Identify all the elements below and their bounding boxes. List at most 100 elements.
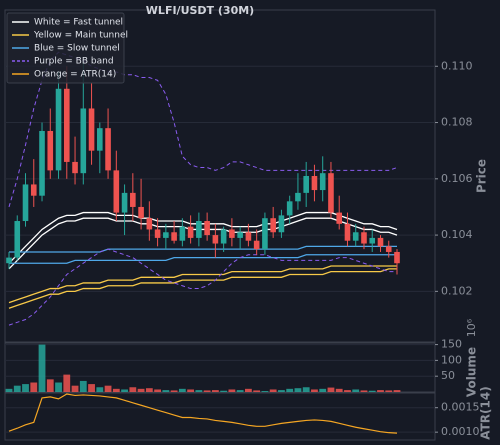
candle-body: [245, 232, 252, 241]
volume-bar: [203, 390, 211, 392]
legend-label: Yellow = Main tunnel: [33, 31, 128, 41]
candle-body: [303, 176, 309, 193]
volume-bar: [245, 388, 252, 392]
volume-bar: [187, 389, 195, 392]
indicator-line: [8, 217, 398, 270]
candle-body: [130, 192, 136, 207]
volume-bar: [253, 390, 261, 392]
volume-bar: [129, 387, 137, 392]
candle-body: [270, 218, 276, 233]
candle-body: [336, 212, 343, 224]
indicator-line: [8, 268, 397, 309]
volume-bar: [385, 390, 393, 392]
candle-body: [146, 218, 153, 230]
candle-body: [47, 130, 54, 171]
volume-bar: [344, 390, 351, 392]
candle-body: [105, 128, 111, 171]
atr-line: [8, 393, 398, 434]
indicator-line: [8, 265, 397, 304]
candle-body: [352, 232, 359, 241]
volume-bar: [170, 390, 178, 392]
candle-body: [253, 240, 260, 250]
candle-body: [22, 184, 29, 222]
axes: 0.102 0.104 0.106 0.108 0.110 50 100 150 0.0010 0…: [435, 59, 493, 440]
y-tick-label: 0.108: [441, 116, 473, 129]
volume-bar: [63, 374, 71, 392]
y-tick-label: 0.102: [441, 284, 473, 297]
volume-bar: [368, 390, 376, 392]
candle-body: [286, 201, 293, 216]
volume-bar: [55, 382, 62, 392]
candle-body: [72, 161, 78, 174]
volume-bar: [38, 344, 46, 392]
candle-body: [377, 237, 384, 247]
candle-body: [14, 221, 21, 258]
candle-body: [394, 251, 400, 264]
candle-body: [55, 88, 62, 171]
candle-body: [319, 173, 326, 191]
offset-label: 10⁶: [465, 318, 478, 337]
panel-frame: [4, 342, 436, 393]
candle-body: [154, 229, 161, 238]
candle-body: [97, 128, 103, 151]
volume-bar: [352, 389, 360, 392]
indicator-line: [8, 211, 398, 264]
volume-bar: [286, 388, 294, 392]
volume-bar: [162, 390, 170, 392]
volume-bar: [220, 390, 228, 392]
y-tick-label: 0.110: [441, 59, 473, 72]
candle-body: [278, 215, 285, 233]
volume-bar: [178, 388, 186, 392]
panel-frame: [4, 9, 436, 343]
volume-bar: [319, 388, 327, 392]
indicator-line: [9, 245, 397, 253]
candle-body: [237, 232, 243, 238]
volume-bar: [88, 384, 95, 392]
volume-bar: [302, 387, 310, 392]
y-axis-label: ATR(14): [479, 386, 493, 439]
volume-bar: [335, 388, 343, 392]
volume-bar: [30, 382, 38, 392]
y-tick-label: 0.0010: [441, 425, 480, 438]
candle-body: [262, 218, 268, 250]
y-tick-label: 100: [441, 353, 462, 366]
candle-body: [187, 226, 194, 238]
indicator-line: [9, 254, 397, 264]
volume-bar: [269, 389, 277, 392]
candle-body: [229, 229, 235, 238]
volume-bar: [154, 389, 161, 392]
plot: [5, 51, 401, 434]
legend-box: [6, 12, 125, 84]
candle-body: [113, 170, 120, 213]
y-tick-label: 50: [441, 369, 455, 382]
volume-bar: [278, 390, 285, 392]
volume-bar: [236, 390, 244, 392]
panel-frame: [4, 392, 436, 441]
chart-title: WLFI/USDT (30M): [146, 4, 254, 17]
legend-label: White = Fast tunnel: [34, 18, 123, 28]
legend-label: Purple = BB band: [34, 57, 114, 67]
volume-bar: [327, 387, 335, 392]
candle-body: [6, 257, 12, 264]
y-tick-label: 0.106: [441, 172, 473, 185]
candle-body: [344, 223, 351, 241]
candle-body: [121, 192, 128, 213]
y-tick-label: 0.0015: [441, 401, 480, 414]
candle-body: [63, 88, 70, 162]
y-axis-label: Volume: [465, 347, 479, 397]
y-tick-label: 150: [441, 338, 462, 351]
legend-label: Orange = ATR(14): [34, 70, 116, 80]
candle-body: [385, 246, 392, 252]
y-axis-label: Price: [475, 159, 489, 193]
volume-bar: [5, 388, 13, 392]
candle-body: [80, 108, 87, 174]
candle-body: [30, 184, 37, 196]
volume-bar: [121, 389, 128, 392]
volume-bar: [294, 388, 302, 392]
candle-body: [328, 173, 334, 213]
volume-bar: [71, 385, 79, 392]
candle-body: [138, 206, 144, 219]
volume-bar: [22, 384, 29, 392]
candle-body: [39, 130, 45, 196]
